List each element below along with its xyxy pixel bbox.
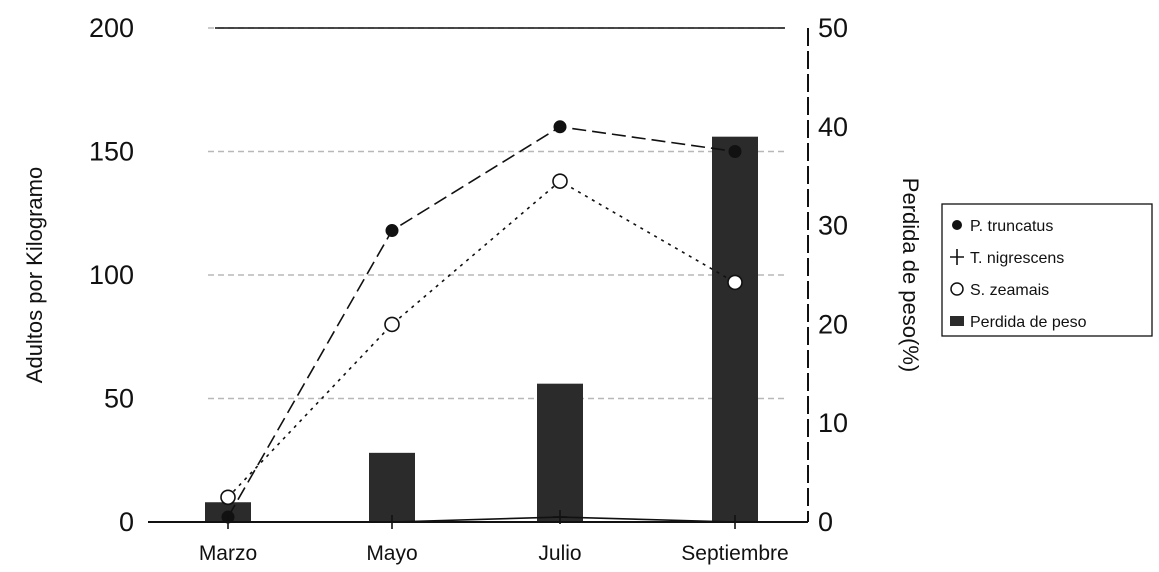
y-left-tick-label: 0 [119, 507, 134, 537]
y-left-tick-label: 150 [89, 137, 134, 167]
legend-marker-t-nigrescens [950, 249, 964, 265]
legend-box [941, 203, 1153, 337]
legend-marker-perdida-de-peso [950, 316, 964, 326]
point-p-truncatus-julio [553, 120, 567, 134]
legend-label: P. truncatus [970, 218, 1053, 235]
point-p-truncatus-septiembre [728, 145, 742, 158]
point-s-zeamais-julio [552, 173, 568, 189]
series-line-p-truncatus [227, 125, 736, 518]
y-left-tick-label: 200 [89, 13, 134, 43]
x-tick-label-julio: Julio [538, 542, 581, 565]
point-p-truncatus-mayo [385, 224, 399, 238]
bar-julio [537, 383, 583, 522]
y-right-tick-label: 30 [818, 211, 848, 241]
y-right-tick-label: 20 [818, 309, 848, 339]
legend-label: T. nigrescens [970, 250, 1064, 267]
series-lines [220, 120, 743, 529]
y-axis-right-title: Perdida de peso(%) [898, 178, 923, 372]
legend-label: Perdida de peso [970, 314, 1087, 331]
bar-septiembre [712, 136, 758, 522]
y-axis-left-title: Adultos por Kilogramo [22, 167, 47, 383]
point-s-zeamais-mayo [384, 316, 400, 333]
y-left-tick-label: 100 [89, 260, 134, 290]
point-s-zeamais-septiembre [727, 274, 743, 291]
series-line-s-zeamais [227, 180, 736, 498]
x-tick-label-mayo: Mayo [366, 542, 417, 565]
y-right-tick-label: 50 [818, 13, 848, 43]
legend-marker-s-zeamais [950, 282, 964, 296]
x-tick-label-marzo: Marzo [199, 542, 257, 565]
tick-labels: 0 50 100 150 200 0 10 20 30 40 50 Marzo Mayo Julio Sep… [89, 13, 848, 565]
point-s-zeamais-marzo [220, 489, 236, 506]
y-right-tick-label: 10 [818, 408, 848, 438]
y-right-tick-label: 40 [818, 112, 848, 142]
y-left-tick-label: 50 [104, 384, 134, 414]
legend: P. truncatus T. nigrescens S. zeamais Perdi… [941, 203, 1153, 337]
axes [148, 28, 809, 523]
y-right-tick-label: 0 [818, 507, 833, 537]
bars [205, 136, 758, 522]
legend-marker-p-truncatus [952, 220, 962, 230]
legend-label: S. zeamais [970, 282, 1049, 299]
grid-lines [208, 27, 788, 400]
x-tick-label-septiembre: Septiembre [681, 542, 788, 565]
bar-mayo [369, 452, 415, 522]
